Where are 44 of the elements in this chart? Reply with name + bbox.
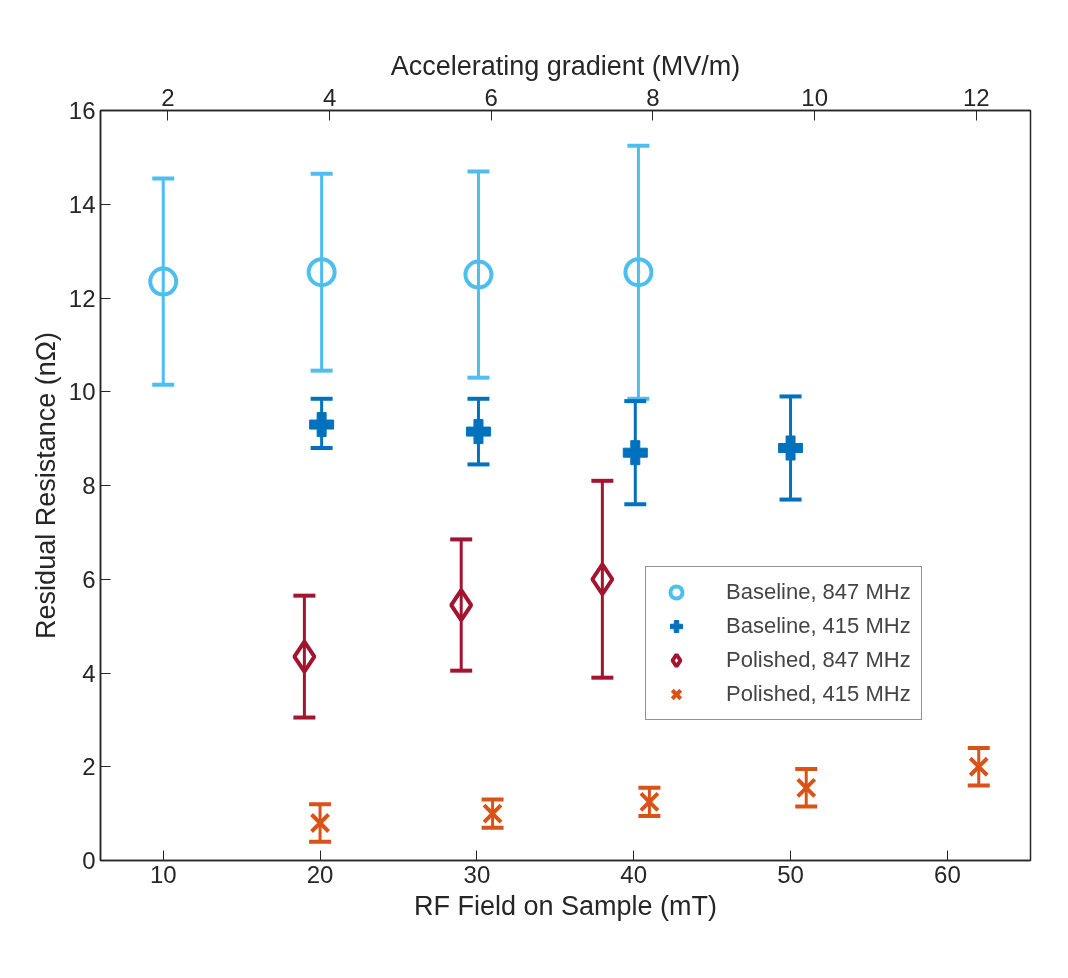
- x-axis-title: RF Field on Sample (mT): [413, 890, 718, 921]
- x2-tick-label: 8: [646, 83, 660, 111]
- x2-tick-label: 10: [801, 83, 829, 111]
- x-tick-label: 30: [463, 860, 491, 888]
- legend-label: Baseline, 415 MHz: [726, 613, 911, 639]
- point: [968, 756, 990, 778]
- point: [449, 588, 474, 623]
- point: [309, 412, 335, 438]
- point: [482, 803, 504, 825]
- x-tick-label: 60: [934, 860, 961, 888]
- point: [590, 562, 615, 597]
- legend-label: Baseline, 847 MHz: [726, 579, 911, 605]
- x2-axis-title: Accelerating gradient (MV/m): [390, 50, 741, 81]
- x2-tick-label: 4: [322, 83, 337, 111]
- x2-tick-label: 12: [962, 83, 990, 111]
- y-tick-label: 10: [68, 378, 96, 406]
- x-tick-label: 10: [149, 860, 177, 888]
- point: [465, 419, 491, 445]
- x-tick-label: 40: [620, 860, 648, 888]
- y-tick-label: 12: [68, 284, 96, 312]
- point: [463, 259, 494, 290]
- y-tick-label: 16: [68, 97, 96, 124]
- legend-label: Polished, 415 MHz: [726, 681, 911, 707]
- point: [622, 440, 648, 466]
- y-axis-title: Residual Resistance (nΩ): [30, 332, 61, 639]
- y-tick-label: 4: [82, 659, 96, 687]
- x2-tick-label: 2: [161, 83, 175, 111]
- point: [623, 257, 654, 288]
- point: [306, 257, 337, 288]
- point: [795, 777, 817, 799]
- y-tick-label: 14: [68, 190, 96, 218]
- point: [309, 812, 331, 834]
- x2-tick-label: 6: [484, 83, 498, 111]
- y-tick-label: 6: [82, 565, 96, 593]
- legend-label: Polished, 847 MHz: [726, 647, 911, 673]
- x-tick-label: 20: [306, 860, 334, 888]
- point: [292, 639, 317, 674]
- y-tick-label: 8: [82, 472, 96, 499]
- point: [778, 435, 804, 461]
- y-tick-label: 2: [82, 753, 96, 781]
- y-tick-label: 0: [82, 847, 96, 874]
- point: [148, 266, 179, 297]
- x-tick-label: 50: [777, 860, 804, 888]
- point: [638, 791, 660, 813]
